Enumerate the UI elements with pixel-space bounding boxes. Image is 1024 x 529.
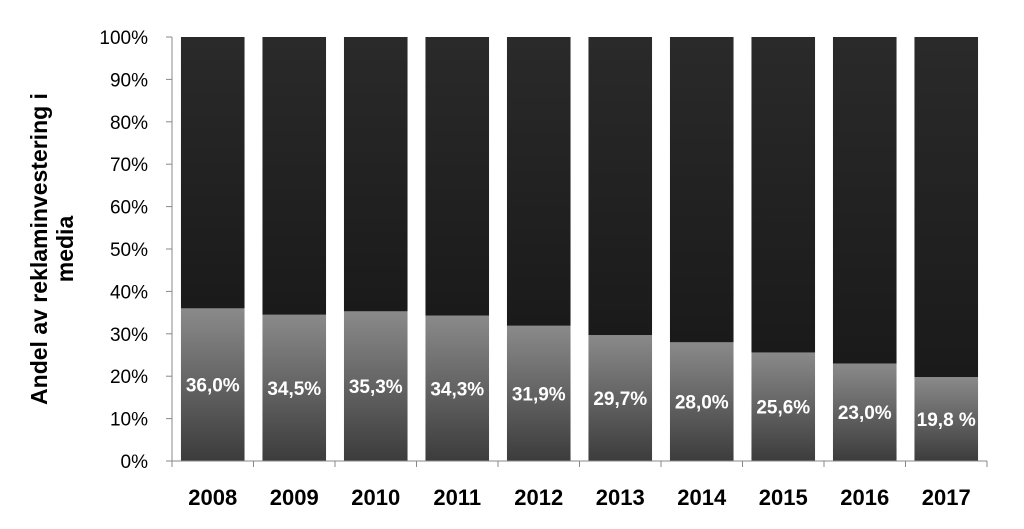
x-category-label: 2014 — [677, 485, 727, 510]
bar-segment-upper — [914, 37, 979, 378]
y-tick-label: 20% — [110, 367, 148, 388]
x-category-label: 2009 — [270, 485, 319, 510]
y-tick-label: 30% — [110, 325, 148, 346]
data-label: 28,0% — [675, 393, 729, 414]
y-tick-label: 40% — [110, 282, 148, 303]
bars — [180, 37, 979, 461]
data-label: 19,8 % — [917, 410, 976, 431]
x-category-label: 2011 — [433, 485, 481, 510]
bar-segment-lower — [588, 335, 653, 461]
data-labels: 36,0% 34,5% 35,3% 34,3% 31,9% 29,7% 28,0% 25,6%… — [186, 376, 976, 431]
y-tick-label: 50% — [110, 240, 148, 261]
bar-segment-upper — [262, 37, 327, 315]
x-category-label: 2012 — [514, 485, 563, 510]
x-category-label: 2008 — [188, 485, 237, 510]
y-axis-title-line: media — [52, 216, 78, 283]
y-axis-title: Andel av reklaminvestering i media — [26, 93, 78, 405]
data-label: 23,0% — [838, 403, 892, 424]
bar-segment-upper — [343, 37, 408, 312]
bar-segment-lower — [180, 308, 245, 461]
bar-segment-lower — [914, 377, 979, 461]
bar-segment-lower — [506, 325, 571, 461]
data-label: 25,6% — [756, 398, 810, 419]
bar-segment-lower — [343, 311, 408, 461]
y-axis-ticks: 0% 10% 20% 30% 40% 50% 60% 70% 80% 90% 100% — [99, 28, 173, 473]
data-label: 29,7% — [593, 389, 647, 410]
bar-segment-upper — [751, 37, 816, 353]
bar-segment-upper — [425, 37, 490, 316]
y-tick-label: 80% — [110, 113, 148, 134]
y-tick-label: 70% — [110, 155, 148, 176]
bar-segment-upper — [669, 37, 734, 343]
bar-segment-upper — [588, 37, 653, 336]
bar-segment-upper — [506, 37, 571, 326]
y-axis-title-line: Andel av reklaminvestering i — [26, 93, 52, 405]
x-category-label: 2017 — [922, 485, 971, 510]
data-label: 34,5% — [267, 379, 321, 400]
data-label: 36,0% — [186, 376, 240, 397]
y-tick-label: 100% — [99, 28, 148, 49]
y-tick-label: 10% — [110, 410, 148, 431]
data-label: 34,3% — [430, 379, 484, 400]
bar-segment-lower — [751, 352, 816, 461]
bar-segment-upper — [180, 37, 245, 309]
bar-segment-upper — [832, 37, 897, 364]
x-axis-labels: 2008 2009 2010 2011 2012 2013 2014 2015 2016 2017 — [188, 485, 970, 510]
y-tick-label: 90% — [110, 70, 148, 91]
x-category-label: 2013 — [596, 485, 645, 510]
bar-segment-lower — [262, 314, 327, 461]
data-label: 31,9% — [512, 384, 566, 405]
y-tick-label: 0% — [121, 452, 149, 473]
x-axis — [171, 460, 988, 467]
x-category-label: 2015 — [759, 485, 808, 510]
x-category-label: 2016 — [840, 485, 889, 510]
y-tick-label: 60% — [110, 198, 148, 219]
data-label: 35,3% — [349, 377, 403, 398]
bar-segment-lower — [832, 363, 897, 461]
x-category-label: 2010 — [351, 485, 400, 510]
bar-segment-lower — [669, 342, 734, 461]
bar-segment-lower — [425, 315, 490, 461]
